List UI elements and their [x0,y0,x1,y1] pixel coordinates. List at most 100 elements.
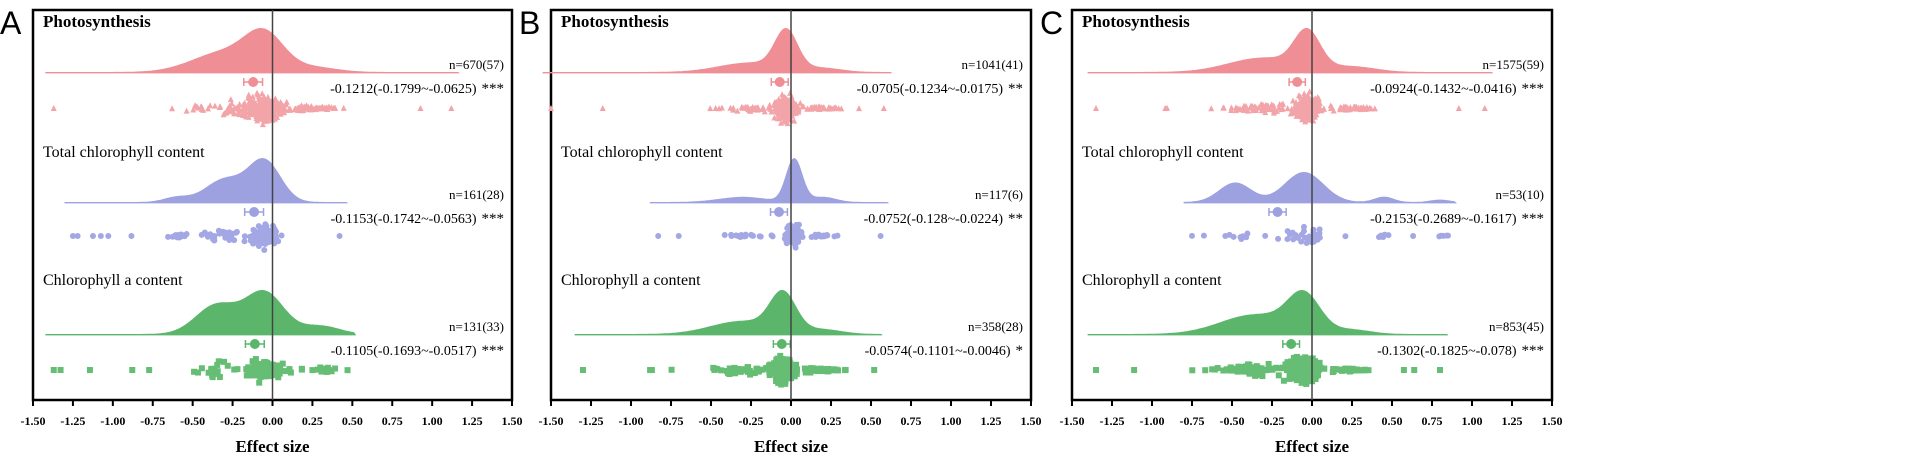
data-point [240,111,247,118]
data-point [1282,365,1289,372]
data-point [260,112,267,119]
data-point [759,105,766,112]
data-point [224,362,231,369]
data-point [240,107,247,114]
data-point [1270,105,1277,112]
estimate-value: -0.2153(-0.2689~-0.1617) [1370,212,1517,227]
density-curve [45,290,357,336]
data-point [1300,223,1307,230]
data-point [1273,364,1280,371]
significance-stars: *** [482,211,505,227]
data-point [780,358,787,365]
x-tick-label: 1.00 [941,414,962,428]
data-point [871,366,878,373]
x-tick-label: 0.75 [382,414,403,428]
data-point [259,121,266,128]
data-point [275,374,282,381]
data-point [1310,364,1317,371]
x-tick-label: -1.25 [579,414,604,428]
estimate-label: -0.2153(-0.2689~-0.1617) *** [1370,211,1544,227]
data-point [1358,367,1365,374]
data-point [1208,105,1215,112]
data-point [281,109,288,116]
data-point [207,102,214,109]
x-tick-label: 1.00 [1462,414,1483,428]
data-point [97,233,104,239]
data-point [1268,101,1275,108]
data-point [831,233,838,240]
data-point [775,379,782,386]
data-point [224,105,231,112]
data-point [776,365,783,372]
data-point [1270,365,1277,372]
data-point [751,104,758,111]
data-point [1189,232,1195,239]
x-tick-label: -0.50 [1220,414,1245,428]
data-point [712,105,719,112]
panel-B: B Photosynthesis n=1041(41) -0.0705(-0.1234… [519,5,1042,456]
data-point [272,369,279,376]
data-point [231,366,238,373]
data-point [1262,367,1269,374]
data-points [69,221,343,254]
data-point [1313,373,1320,380]
x-tick-label: -1.25 [1100,414,1125,428]
data-point [1312,236,1319,243]
mean-marker [776,339,787,349]
estimate-label: -0.0705(-0.1234~-0.0175) ** [857,81,1023,97]
data-point [1285,364,1292,371]
density-curve [64,157,348,204]
density-curve [1087,289,1449,336]
data-point [736,233,743,240]
data-point [1342,233,1349,240]
data-point [169,105,176,112]
data-point [344,367,351,374]
data-point [249,106,256,113]
data-point [198,365,205,372]
data-point [231,104,238,111]
data-point [1289,97,1296,104]
data-point [214,368,221,375]
x-tick-label: -1.50 [21,414,46,428]
data-points [548,89,887,127]
density-curve [542,27,892,74]
x-tick-label: -1.50 [539,414,564,428]
data-point [774,355,781,362]
x-tick-label: 1.25 [462,414,483,428]
data-point [1301,90,1308,97]
data-point [129,367,136,374]
x-tick-label: -0.75 [140,414,165,428]
significance-stars: ** [1008,211,1023,227]
data-point [86,367,93,373]
data-point [324,364,331,371]
x-tick-label: 0.75 [901,414,922,428]
data-point [246,366,253,373]
data-point [252,356,259,363]
density-curve [45,28,460,74]
data-point [819,104,826,111]
data-point [1358,104,1365,111]
significance-stars: *** [1522,211,1545,227]
data-point [1189,367,1196,374]
data-point [287,369,294,376]
data-point [880,105,887,112]
data-point [821,233,828,240]
data-point [773,358,780,365]
data-point [784,120,791,127]
data-point [256,379,263,386]
x-tick-label: -1.00 [619,414,644,428]
data-point [548,105,554,111]
data-point [1306,355,1313,362]
data-point [730,104,737,111]
x-tick-label: 1.25 [1502,414,1523,428]
panel-letter: A [0,5,22,41]
data-point [220,111,227,118]
data-point [759,366,766,373]
data-point [718,367,725,374]
data-point [777,107,784,114]
data-point [1363,105,1370,112]
data-point [241,233,248,240]
data-point [1301,105,1308,112]
data-point [1276,365,1283,372]
data-point [275,99,282,106]
